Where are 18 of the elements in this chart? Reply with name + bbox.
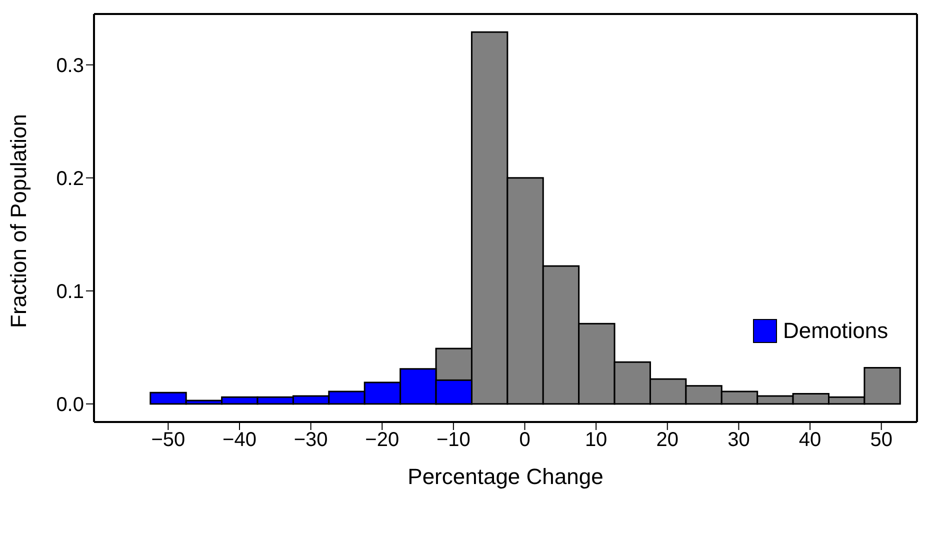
x-tick-label: −50 — [151, 429, 186, 452]
x-tick-label: −30 — [294, 429, 328, 452]
x-tick-label: 50 — [870, 429, 892, 452]
legend-label: Demotions — [783, 318, 888, 344]
x-tick-label: 0 — [519, 429, 530, 452]
x-tick-label: 40 — [798, 429, 822, 452]
y-tick-label: 0.1 — [56, 281, 84, 303]
x-tick-label: 30 — [728, 429, 750, 452]
x-axis-title: Percentage Change — [408, 464, 604, 489]
y-tick-label: 0.0 — [56, 394, 84, 416]
y-axis-title: Fraction of Population — [6, 114, 31, 328]
x-tick-label: 10 — [584, 429, 608, 452]
x-tick-label: 20 — [656, 429, 679, 452]
x-tick-label: −40 — [222, 429, 256, 452]
y-tick-label: 0.2 — [56, 168, 84, 190]
x-tick-label: −20 — [365, 429, 400, 452]
y-tick-label: 0.3 — [56, 54, 84, 77]
x-tick-label: −10 — [436, 429, 470, 452]
